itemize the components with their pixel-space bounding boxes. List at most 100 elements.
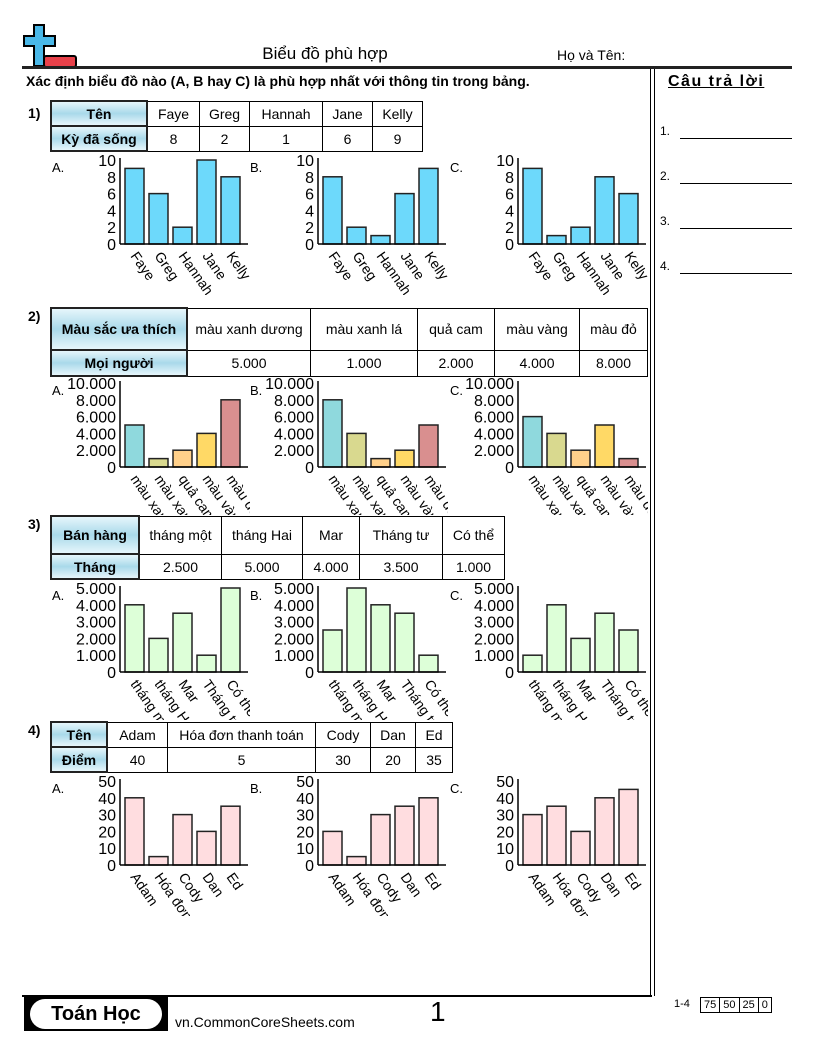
answer-field-4[interactable]	[680, 273, 792, 274]
table-cell: Ed	[415, 721, 453, 748]
data-table: Tên Faye Greg Hannah Jane Kelly Kỳ đã sống 8 2 1 6…	[50, 100, 423, 152]
bar	[418, 167, 439, 245]
table-cell: 9	[372, 125, 423, 152]
bar	[148, 457, 169, 468]
y-tick-label: 40	[98, 791, 116, 808]
option-label: C.	[450, 383, 463, 398]
bar	[346, 432, 367, 468]
y-tick-label: 10.000	[265, 376, 314, 393]
table-row: Tên Faye Greg Hannah Jane Kelly	[50, 100, 423, 127]
y-tick-label: 50	[98, 774, 116, 791]
y-tick-label: 10	[296, 841, 314, 858]
row-header: Kỳ đã sống	[50, 125, 148, 152]
bar	[394, 805, 415, 866]
y-tick-label: 10	[296, 153, 314, 170]
bar	[196, 830, 217, 866]
answer-field-1[interactable]	[680, 138, 792, 139]
bar	[522, 654, 543, 673]
bar	[124, 424, 145, 468]
bar	[570, 637, 591, 673]
bar	[594, 797, 615, 866]
logo-icon	[22, 24, 78, 68]
y-tick-label: 3.000	[274, 615, 314, 632]
y-tick-label: 0	[305, 858, 314, 875]
row-header: Tên	[50, 100, 148, 127]
bar	[148, 855, 169, 866]
table-cell: 5	[167, 746, 316, 773]
y-tick-label: 8	[107, 170, 116, 187]
bar	[220, 176, 241, 245]
y-tick-label: 4.000	[76, 598, 116, 615]
y-tick-label: 6	[505, 187, 514, 204]
bar	[618, 192, 639, 245]
y-tick-label: 0	[505, 665, 514, 682]
y-tick-label: 0	[505, 858, 514, 875]
bar	[124, 167, 145, 245]
instructions: Xác định biểu đồ nào (A, B hay C) là phù…	[26, 73, 530, 89]
y-tick-label: 30	[496, 808, 514, 825]
table-cell: Greg	[199, 100, 250, 127]
bar	[418, 797, 439, 866]
table-row: Tên Adam Hóa đơn thanh toán Cody Dan Ed	[50, 721, 453, 748]
y-tick-label: 0	[107, 237, 116, 254]
table-cell: 2.500	[138, 553, 222, 580]
score-cell: 25	[738, 997, 759, 1013]
y-tick-label: 4.000	[274, 426, 314, 443]
bar	[594, 176, 615, 245]
y-tick-label: 2.000	[76, 631, 116, 648]
table-cell: 1.000	[310, 349, 418, 377]
option-label: C.	[450, 160, 463, 175]
y-tick-label: 2.000	[274, 631, 314, 648]
header-divider	[22, 66, 792, 69]
row-header: Điểm	[50, 746, 108, 773]
y-tick-label: 40	[496, 791, 514, 808]
table-cell: Adam	[106, 721, 168, 748]
footer-divider	[22, 995, 652, 997]
answer-field-2[interactable]	[680, 183, 792, 184]
bar	[196, 654, 217, 673]
table-cell: 1	[249, 125, 323, 152]
table-cell: tháng Hai	[221, 515, 303, 555]
table-row: Màu sắc ưa thích màu xanh dương màu xanh l…	[50, 307, 648, 351]
option-label: A.	[52, 160, 64, 175]
bar	[370, 813, 391, 866]
y-tick-label: 8	[305, 170, 314, 187]
bar	[322, 176, 343, 245]
bar	[370, 234, 391, 245]
problem-number: 1)	[28, 105, 41, 121]
bar	[346, 855, 367, 866]
table-cell: 4.000	[302, 553, 360, 580]
bar	[124, 797, 145, 866]
y-tick-label: 30	[98, 808, 116, 825]
y-tick-label: 0	[505, 460, 514, 477]
bar	[322, 399, 343, 468]
row-header: Tên	[50, 721, 108, 748]
answer-field-3[interactable]	[680, 228, 792, 229]
answer-column-divider	[650, 69, 651, 996]
x-tick-label: Faye	[326, 249, 357, 284]
bar	[172, 813, 193, 866]
score-range: 1-4	[674, 998, 690, 1010]
table-cell: Mar	[302, 515, 360, 555]
score-cell: 75	[699, 997, 721, 1013]
table-cell: Jane	[322, 100, 373, 127]
table-cell: 8	[146, 125, 200, 152]
bar	[618, 629, 639, 673]
answer-number: 1.	[660, 124, 671, 138]
table-cell: quả cam	[417, 307, 495, 351]
y-tick-label: 4	[305, 203, 314, 220]
table-cell: 35	[415, 746, 453, 773]
